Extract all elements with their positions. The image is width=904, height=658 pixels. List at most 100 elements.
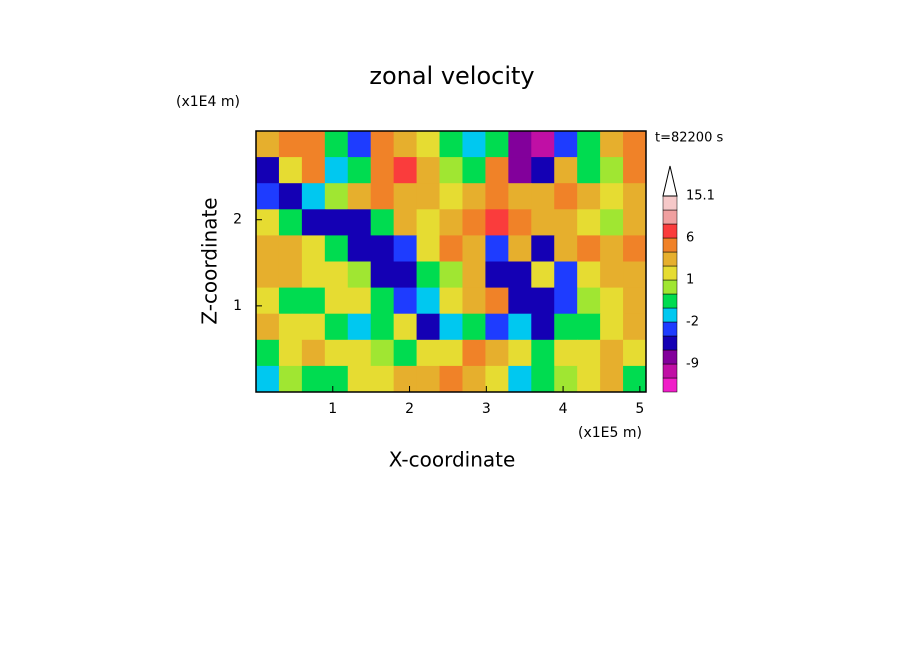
y-unit: (x1E4 m): [176, 94, 240, 110]
field-cell: [531, 209, 555, 236]
field-cell: [623, 209, 647, 236]
field-cell: [600, 183, 624, 210]
field-cell: [462, 209, 486, 236]
field-cell: [531, 339, 555, 367]
colorbar-segment: [662, 251, 678, 267]
x-unit: (x1E5 m): [578, 425, 642, 441]
colorbar-segment: [662, 349, 678, 365]
field-cell: [370, 157, 395, 184]
field-cell: [278, 261, 303, 289]
field-cell: [256, 365, 280, 393]
field-cell: [416, 365, 441, 393]
field-cell: [439, 131, 463, 158]
field-cell: [393, 339, 418, 367]
field-cell: [623, 261, 647, 289]
y-axis-label: Z-coordinate: [198, 197, 222, 324]
field-cell: [462, 131, 486, 158]
field-cell: [600, 209, 624, 236]
field-cell: [278, 131, 303, 158]
field-cell: [301, 339, 326, 367]
field-cell: [577, 183, 601, 210]
colorbar-segment: [662, 265, 678, 281]
field-cell: [278, 209, 303, 236]
field-cell: [485, 183, 509, 210]
field-cell: [577, 313, 601, 341]
field-cell: [439, 235, 463, 262]
field-cell: [485, 209, 509, 236]
field-cell: [416, 261, 441, 289]
field-cell: [416, 157, 441, 184]
field-cell: [439, 183, 463, 210]
colorbar-label: 1: [686, 273, 694, 288]
field-cell: [393, 157, 418, 184]
field-cell: [301, 287, 326, 315]
field-cell: [623, 287, 647, 315]
field-cell: [462, 339, 486, 367]
field-cell: [577, 157, 601, 184]
field-cell: [623, 313, 647, 341]
field-cell: [347, 313, 372, 341]
field-cell: [416, 235, 441, 262]
colorbar-segment: [662, 363, 678, 379]
field-cell: [508, 313, 532, 341]
colorbar-segment: [662, 321, 678, 337]
field-cell: [577, 235, 601, 262]
field-cell: [554, 131, 578, 158]
field-cell: [256, 131, 280, 158]
field-cell: [508, 365, 532, 393]
field-cell: [324, 209, 349, 236]
field-cell: [462, 287, 486, 315]
field-cell: [347, 235, 372, 262]
field-cell: [301, 235, 326, 262]
field-cell: [370, 287, 395, 315]
field-cell: [485, 131, 509, 158]
field-cell: [301, 365, 326, 393]
field-cell: [301, 261, 326, 289]
field-cell: [462, 365, 486, 393]
field-cell: [416, 313, 441, 341]
field-cell: [301, 131, 326, 158]
colorbar-segment: [662, 223, 678, 239]
field-cell: [623, 365, 647, 393]
colorbar-segment: [662, 335, 678, 351]
field-cell: [577, 339, 601, 367]
field-cell: [531, 261, 555, 289]
field-cell: [324, 235, 349, 262]
field-cell: [278, 157, 303, 184]
field-cell: [256, 157, 280, 184]
field-cell: [256, 261, 280, 289]
field-cell: [347, 365, 372, 393]
x-axis-label: X-coordinate: [389, 448, 516, 472]
field-cell: [393, 287, 418, 315]
field-cell: [531, 313, 555, 341]
field-cell: [577, 131, 601, 158]
field-cell: [393, 261, 418, 289]
colorbar-segment: [662, 293, 678, 309]
colorbar-segment: [662, 307, 678, 323]
field-cell: [256, 313, 280, 341]
field-cell: [324, 339, 349, 367]
field-cell: [600, 131, 624, 158]
field-cell: [416, 287, 441, 315]
field-cell: [600, 235, 624, 262]
field-cell: [623, 131, 647, 158]
field-cell: [623, 235, 647, 262]
field-cell: [600, 365, 624, 393]
field-cell: [301, 313, 326, 341]
field-cell: [508, 183, 532, 210]
colorbar-label: 6: [686, 231, 694, 246]
field-cell: [531, 131, 555, 158]
field-cell: [439, 365, 463, 393]
x-tick-label: 3: [482, 401, 491, 417]
field-cell: [577, 365, 601, 393]
field-cell: [301, 183, 326, 210]
field-cell: [531, 157, 555, 184]
field-cell: [485, 287, 509, 315]
colorbar-segment: [662, 209, 678, 225]
field-cell: [508, 261, 532, 289]
field-cell: [393, 313, 418, 341]
field-cell: [600, 287, 624, 315]
field-cell: [256, 183, 280, 210]
field-cell: [324, 287, 349, 315]
